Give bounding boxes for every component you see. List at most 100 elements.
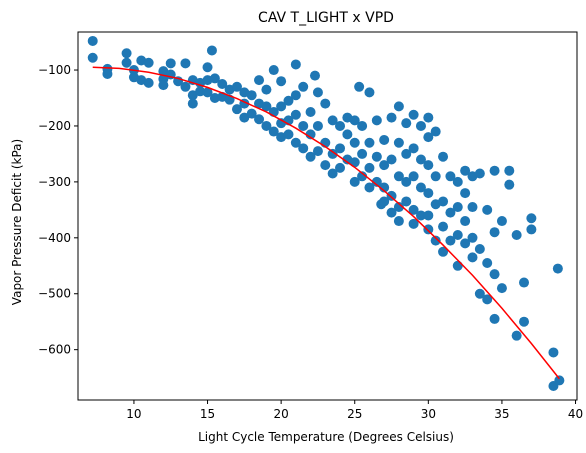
data-point-142 <box>445 235 456 246</box>
data-point-103 <box>379 196 390 207</box>
data-point-132 <box>430 126 441 137</box>
data-point-51 <box>276 76 287 87</box>
data-point-143 <box>452 176 463 187</box>
data-point-62 <box>298 81 309 92</box>
data-point-47 <box>261 120 272 131</box>
data-point-138 <box>438 221 449 232</box>
data-point-95 <box>364 182 375 193</box>
data-point-109 <box>393 137 404 148</box>
data-point-158 <box>482 204 493 215</box>
data-point-104 <box>386 112 397 123</box>
data-point-108 <box>393 101 404 112</box>
data-point-67 <box>305 151 316 162</box>
data-point-175 <box>548 347 559 358</box>
data-point-39 <box>239 112 250 123</box>
data-point-30 <box>209 92 220 103</box>
data-point-155 <box>474 168 485 179</box>
data-point-96 <box>371 115 382 126</box>
data-point-94 <box>364 162 375 173</box>
x-tick-label-2: 20 <box>273 407 288 421</box>
x-tick-label-4: 30 <box>421 407 436 421</box>
data-point-4 <box>121 48 132 59</box>
data-point-42 <box>254 75 265 86</box>
data-point-48 <box>268 65 279 76</box>
data-point-44 <box>254 114 265 125</box>
data-point-87 <box>349 176 360 187</box>
data-point-63 <box>298 120 309 131</box>
y-tick-label-2: −400 <box>38 231 71 245</box>
data-point-122 <box>415 120 426 131</box>
data-point-165 <box>496 216 507 227</box>
data-point-79 <box>335 143 346 154</box>
data-point-65 <box>305 106 316 117</box>
data-point-45 <box>261 84 272 95</box>
data-point-60 <box>290 109 301 120</box>
data-point-0 <box>87 35 98 46</box>
y-tick-label-4: −200 <box>38 119 71 133</box>
data-point-133 <box>430 171 441 182</box>
data-point-107 <box>386 207 397 218</box>
data-point-41 <box>246 108 257 119</box>
data-point-111 <box>393 202 404 213</box>
y-tick-label-1: −500 <box>38 287 71 301</box>
data-point-114 <box>401 148 412 159</box>
data-point-168 <box>504 179 515 190</box>
data-point-153 <box>467 232 478 243</box>
data-point-28 <box>206 45 217 56</box>
data-point-145 <box>452 230 463 241</box>
data-point-36 <box>231 104 242 115</box>
y-tick-label-0: −600 <box>38 343 71 357</box>
data-point-59 <box>290 90 301 101</box>
data-point-127 <box>423 132 434 143</box>
data-point-80 <box>335 162 346 173</box>
data-point-24 <box>195 86 206 97</box>
data-point-115 <box>401 176 412 187</box>
data-point-125 <box>415 210 426 221</box>
data-point-112 <box>393 216 404 227</box>
data-point-140 <box>445 171 456 182</box>
data-point-139 <box>438 246 449 257</box>
data-point-93 <box>364 137 375 148</box>
data-point-156 <box>474 244 485 254</box>
points-layer <box>87 35 565 392</box>
x-axis-label: Light Cycle Temperature (Degrees Celsius… <box>198 430 454 444</box>
data-point-141 <box>445 207 456 218</box>
data-point-130 <box>423 210 434 221</box>
data-point-31 <box>217 79 228 90</box>
data-point-150 <box>460 238 471 249</box>
y-axis-label: Vapor Pressure Deficit (kPa) <box>10 139 24 305</box>
data-point-106 <box>386 190 397 201</box>
data-point-11 <box>143 77 154 88</box>
data-point-159 <box>482 257 493 268</box>
data-point-137 <box>438 196 449 207</box>
data-point-10 <box>143 57 154 68</box>
data-point-117 <box>408 109 419 120</box>
data-point-14 <box>158 80 169 91</box>
data-point-128 <box>423 160 434 171</box>
data-point-162 <box>489 227 500 238</box>
data-point-135 <box>430 235 441 246</box>
data-point-119 <box>408 171 419 182</box>
data-point-174 <box>526 224 537 235</box>
data-point-163 <box>489 269 500 280</box>
data-point-88 <box>354 81 365 92</box>
data-point-21 <box>187 90 198 101</box>
data-point-171 <box>519 277 530 288</box>
data-point-146 <box>452 260 463 271</box>
data-point-92 <box>364 87 375 98</box>
data-point-113 <box>401 118 412 129</box>
data-point-52 <box>276 101 287 112</box>
data-point-84 <box>349 115 360 126</box>
plot-frame <box>77 31 578 401</box>
y-tick-label-5: −100 <box>38 63 71 77</box>
data-point-85 <box>349 137 360 148</box>
data-point-91 <box>357 171 368 182</box>
data-point-46 <box>261 101 272 112</box>
data-point-66 <box>305 129 316 140</box>
data-point-154 <box>467 252 478 263</box>
data-point-15 <box>165 58 176 69</box>
data-point-69 <box>312 87 323 98</box>
data-point-5 <box>121 57 132 68</box>
data-point-152 <box>467 202 478 213</box>
data-point-166 <box>496 283 507 294</box>
